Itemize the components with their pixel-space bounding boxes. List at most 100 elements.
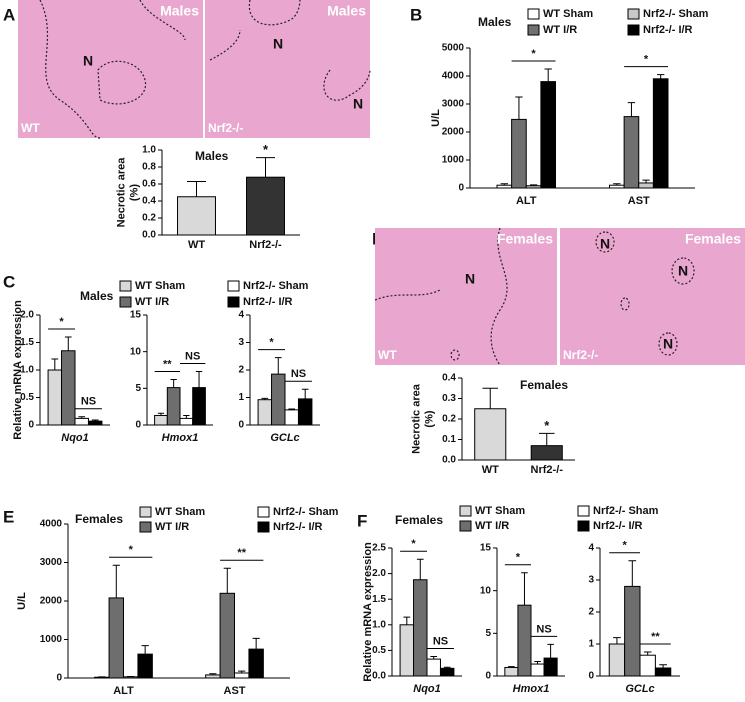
necrosis-label: N — [678, 263, 688, 279]
bar — [440, 668, 453, 676]
legend-label: WT Sham — [543, 8, 593, 20]
legend-swatch — [460, 521, 471, 531]
bar — [75, 418, 88, 425]
panel-letter: A — [3, 5, 15, 24]
y-tick-label: 10 — [130, 346, 142, 357]
bar — [258, 400, 271, 425]
legend-swatch — [578, 506, 589, 516]
y-tick-label: 1.0 — [142, 145, 156, 156]
panel-letter: C — [3, 272, 15, 291]
significance: * — [129, 544, 134, 556]
y-tick-label: 10 — [480, 585, 492, 596]
chart-title: Females — [520, 378, 568, 392]
bar — [155, 415, 168, 425]
bar — [235, 673, 249, 678]
y-tick-label: 0.0 — [372, 671, 386, 682]
y-tick-label: 0.2 — [442, 414, 456, 425]
significance: ** — [237, 547, 246, 559]
y-tick-label: 0.6 — [142, 179, 156, 190]
bar — [138, 654, 152, 678]
micrograph — [560, 228, 745, 365]
legend-swatch — [528, 9, 539, 19]
bar — [109, 598, 123, 678]
legend-label: Nrf2-/- I/R — [593, 520, 643, 532]
y-tick-label: 1000 — [442, 155, 465, 166]
chart-title: Females — [75, 512, 123, 526]
y-tick-label: 15 — [480, 543, 492, 554]
error-bar — [113, 565, 120, 598]
bar — [95, 677, 109, 678]
y-axis-label: U/L — [16, 592, 28, 610]
bar — [512, 119, 527, 188]
bar — [625, 586, 640, 676]
significance: * — [644, 54, 649, 66]
error-bar — [515, 97, 522, 119]
micrograph — [205, 0, 370, 138]
y-axis-label: Necrotic area — [410, 383, 422, 454]
bar — [655, 668, 670, 676]
error-bar — [657, 75, 664, 79]
y-tick-label: 0.0 — [142, 230, 156, 241]
bar — [167, 388, 180, 425]
error-bar — [521, 573, 528, 605]
legend-swatch — [120, 297, 131, 307]
x-tick-label: Hmox1 — [162, 432, 199, 444]
panel-letter: B — [410, 5, 422, 24]
chart-title: Males — [195, 149, 229, 163]
significance: ** — [163, 358, 172, 370]
x-tick-label: AST — [628, 195, 650, 207]
micrograph-genotype: WT — [21, 121, 40, 135]
y-tick-label: 1 — [238, 392, 244, 403]
significance: NS — [291, 368, 306, 380]
y-tick-label: 1.0 — [20, 365, 34, 376]
y-tick-label: 4 — [238, 310, 244, 321]
y-axis-label: Relative mRNA expression — [362, 542, 374, 682]
micrograph-genotype: Nrf2-/- — [563, 348, 598, 362]
y-tick-label: 3000 — [40, 557, 63, 568]
y-tick-label: 0.5 — [372, 645, 386, 656]
legend-label: Nrf2-/- I/R — [243, 296, 293, 308]
legend-label: WT I/R — [475, 520, 509, 532]
legend-swatch — [228, 297, 239, 307]
y-tick-label: 2.5 — [372, 543, 386, 554]
bar — [505, 667, 518, 676]
bar — [518, 605, 531, 676]
error-bar — [628, 561, 636, 587]
y-tick-label: 0.1 — [442, 434, 456, 445]
y-tick-label: 2 — [588, 607, 594, 618]
error-bar — [187, 181, 206, 196]
legend-label: WT Sham — [155, 506, 205, 518]
y-axis-label: (%) — [128, 184, 140, 201]
bar — [285, 410, 298, 425]
error-bar — [547, 644, 554, 658]
annotation: * — [544, 418, 550, 433]
legend-swatch — [578, 521, 589, 531]
y-tick-label: 2 — [238, 365, 244, 376]
legend-swatch — [140, 507, 151, 517]
y-axis-label: Necrotic area — [115, 157, 127, 228]
error-bar — [302, 389, 309, 399]
significance: NS — [185, 350, 200, 362]
x-tick-label: GCLc — [625, 683, 654, 695]
error-bar — [403, 617, 410, 625]
significance: * — [411, 538, 416, 550]
panel-letter: F — [357, 511, 367, 530]
y-tick-label: 0.5 — [20, 392, 34, 403]
error-bar — [196, 371, 202, 387]
legend-swatch — [528, 25, 539, 35]
legend-label: WT Sham — [475, 505, 525, 517]
bar — [544, 658, 557, 676]
error-bar — [482, 388, 498, 409]
bar — [247, 177, 285, 235]
legend-label: Nrf2-/- I/R — [643, 24, 693, 36]
legend-swatch — [120, 281, 131, 291]
error-bar — [65, 337, 72, 351]
bar — [541, 82, 556, 188]
bar — [609, 644, 624, 676]
micrograph-genotype: Nrf2-/- — [208, 121, 243, 135]
x-tick-label: Hmox1 — [513, 683, 550, 695]
significance: NS — [81, 396, 96, 408]
significance: NS — [433, 635, 448, 647]
y-tick-label: 0 — [485, 671, 491, 682]
bar — [220, 593, 234, 678]
